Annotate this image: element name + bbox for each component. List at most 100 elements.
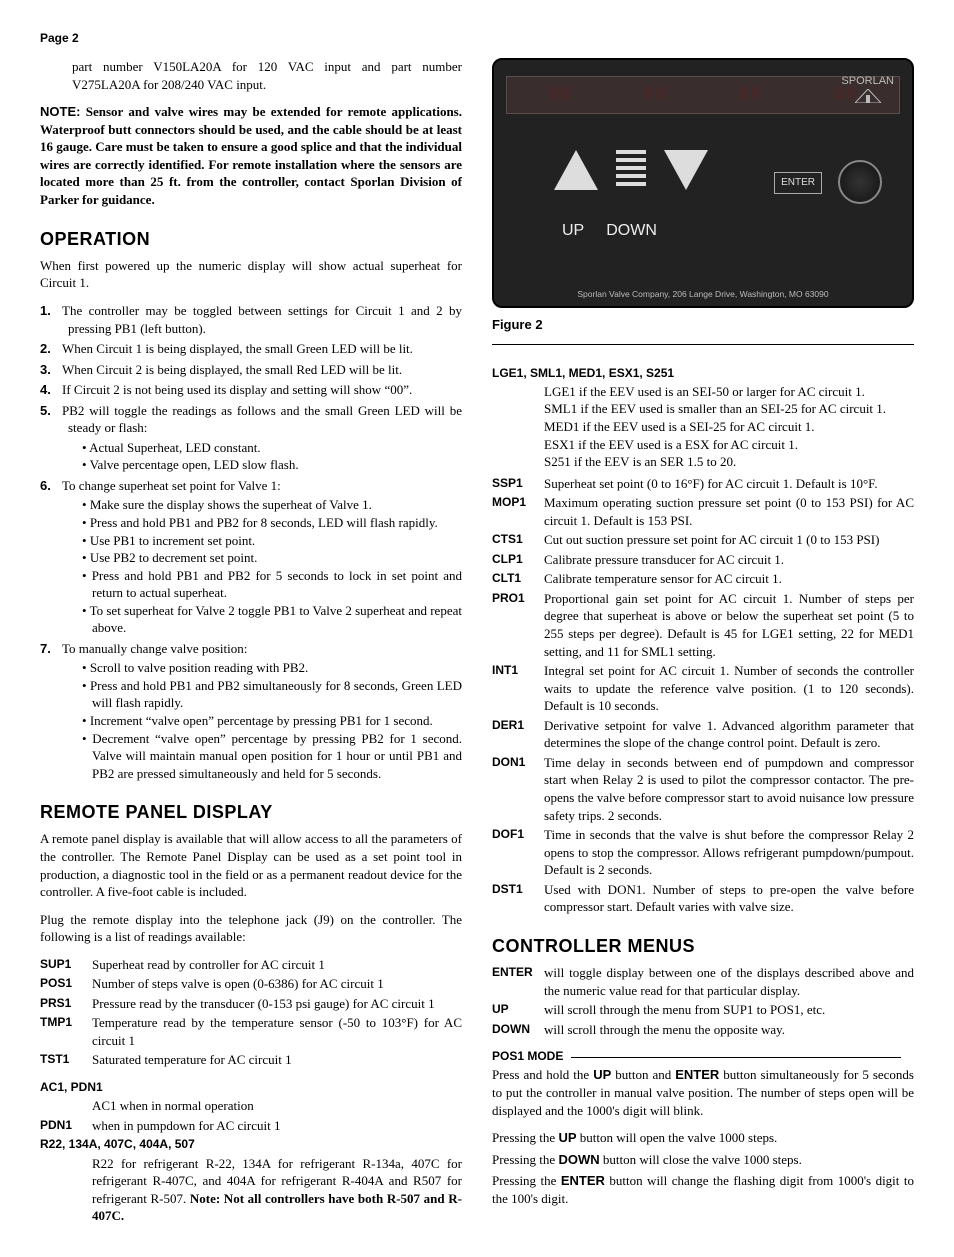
up-arrow-icon: [554, 150, 598, 190]
menu-key: DOWN: [492, 1021, 544, 1039]
operation-item: 1.The controller may be toggled between …: [40, 302, 462, 337]
note-body: Sensor and valve wires may be extended f…: [40, 104, 462, 207]
pdn1-val: when in pumpdown for AC circuit 1: [92, 1117, 462, 1135]
def-key: INT1: [492, 662, 544, 715]
r22-body: R22 for refrigerant R-22, 134A for refri…: [40, 1155, 462, 1225]
operation-item: 4.If Circuit 2 is not being used its dis…: [40, 381, 462, 399]
operation-item: 3.When Circuit 2 is being displayed, the…: [40, 361, 462, 379]
def-row: SUP1Superheat read by controller for AC …: [40, 956, 462, 974]
r22-header: R22, 134A, 407C, 404A, 507: [40, 1136, 462, 1152]
remote-definitions-1: SUP1Superheat read by controller for AC …: [40, 956, 462, 1069]
figure-up-label: UP: [562, 220, 584, 242]
def-val: Number of steps valve is open (0-6386) f…: [92, 975, 462, 993]
def-row: DST1Used with DON1. Number of steps to p…: [492, 881, 914, 916]
def-val: Superheat read by controller for AC circ…: [92, 956, 462, 974]
def-val: Calibrate temperature sensor for AC circ…: [544, 570, 914, 588]
figure-footer: Sporlan Valve Company, 206 Lange Drive, …: [494, 289, 912, 300]
intro-paragraph: part number V150LA20A for 120 VAC input …: [40, 58, 462, 93]
def-row: TST1Saturated temperature for AC circuit…: [40, 1051, 462, 1069]
def-row: DER1Derivative setpoint for valve 1. Adv…: [492, 717, 914, 752]
def-row: TMP1Temperature read by the temperature …: [40, 1014, 462, 1049]
def-val: Pressure read by the transducer (0-153 p…: [92, 995, 462, 1013]
def-key: DOF1: [492, 826, 544, 879]
def-val: Cut out suction pressure set point for A…: [544, 531, 914, 549]
operation-heading: OPERATION: [40, 227, 462, 251]
ac1-header: AC1, PDN1: [40, 1079, 462, 1095]
operation-subitem: Press and hold PB1 and PB2 simultaneousl…: [82, 677, 462, 712]
def-row: INT1Integral set point for AC circuit 1.…: [492, 662, 914, 715]
pos1-mode-header: POS1 MODE: [492, 1048, 914, 1064]
def-val: Temperature read by the temperature sens…: [92, 1014, 462, 1049]
menu-val: will scroll through the menu the opposit…: [544, 1021, 914, 1039]
operation-subitem: Use PB2 to decrement set point.: [82, 549, 462, 567]
figure-enter-label: ENTER: [774, 172, 822, 194]
menus-heading: CONTROLLER MENUS: [492, 934, 914, 958]
def-val: Time delay in seconds between end of pum…: [544, 754, 914, 824]
def-val: Used with DON1. Number of steps to pre-o…: [544, 881, 914, 916]
menu-key: UP: [492, 1001, 544, 1019]
operation-item: 5.PB2 will toggle the readings as follow…: [40, 402, 462, 474]
def-val: Calibrate pressure transducer for AC cir…: [544, 551, 914, 569]
operation-subitem: Make sure the display shows the superhea…: [82, 496, 462, 514]
group1-header: LGE1, SML1, MED1, ESX1, S251: [492, 365, 914, 381]
def-row: CLT1Calibrate temperature sensor for AC …: [492, 570, 914, 588]
def-val: Saturated temperature for AC circuit 1: [92, 1051, 462, 1069]
operation-subitem: Press and hold PB1 and PB2 for 8 seconds…: [82, 514, 462, 532]
figure-2-image: SPORLAN 88888888 ENTER UP DOWN Sporlan V…: [492, 58, 914, 308]
figure-controls: [554, 150, 708, 190]
operation-lead: When first powered up the numeric displa…: [40, 257, 462, 292]
group1-line: S251 if the EEV is an SER 1.5 to 20.: [492, 453, 914, 471]
operation-list: 1.The controller may be toggled between …: [40, 302, 462, 782]
def-key: TST1: [40, 1051, 92, 1069]
def-row: PRO1Proportional gain set point for AC c…: [492, 590, 914, 660]
left-column: part number V150LA20A for 120 VAC input …: [40, 58, 462, 1227]
group1-line: LGE1 if the EEV used is an SEI-50 or lar…: [492, 383, 914, 401]
group1-line: SML1 if the EEV used is smaller than an …: [492, 400, 914, 418]
def-row: SSP1Superheat set point (0 to 16°F) for …: [492, 475, 914, 493]
menu-bars-icon: [616, 150, 646, 186]
def-key: PRO1: [492, 590, 544, 660]
operation-item: 7.To manually change valve position:Scro…: [40, 640, 462, 782]
figure-caption: Figure 2: [492, 316, 914, 334]
def-val: Superheat set point (0 to 16°F) for AC c…: [544, 475, 914, 493]
figure-down-label: DOWN: [606, 220, 657, 242]
operation-subitem: Use PB1 to increment set point.: [82, 532, 462, 550]
def-key: SUP1: [40, 956, 92, 974]
ac1-line: AC1 when in normal operation: [40, 1097, 462, 1115]
operation-subitem: Decrement “valve open” percentage by pre…: [82, 730, 462, 783]
operation-item: 6.To change superheat set point for Valv…: [40, 477, 462, 637]
figure-knob: [838, 160, 882, 204]
operation-subitem: Actual Superheat, LED constant.: [82, 439, 462, 457]
remote-p1: A remote panel display is available that…: [40, 830, 462, 900]
figure-divider: [492, 344, 914, 345]
pos1-p1: Press and hold the UP button and ENTER b…: [492, 1066, 914, 1119]
def-row: CTS1Cut out suction pressure set point f…: [492, 531, 914, 549]
def-val: Time in seconds that the valve is shut b…: [544, 826, 914, 879]
menu-row: UPwill scroll through the menu from SUP1…: [492, 1001, 914, 1019]
group1-lines: LGE1 if the EEV used is an SEI-50 or lar…: [492, 383, 914, 471]
note-label: NOTE:: [40, 104, 80, 119]
def-val: Proportional gain set point for AC circu…: [544, 590, 914, 660]
menu-row: ENTERwill toggle display between one of …: [492, 964, 914, 999]
pos1-line-down: Pressing the DOWN button will close the …: [492, 1151, 914, 1169]
pos1-line-enter: Pressing the ENTER button will change th…: [492, 1172, 914, 1207]
operation-item: 2.When Circuit 1 is being displayed, the…: [40, 340, 462, 358]
right-column: SPORLAN 88888888 ENTER UP DOWN Sporlan V…: [492, 58, 914, 1227]
def-key: DER1: [492, 717, 544, 752]
operation-subitem: Increment “valve open” percentage by pre…: [82, 712, 462, 730]
def-row: MOP1Maximum operating suction pressure s…: [492, 494, 914, 529]
menu-key: ENTER: [492, 964, 544, 999]
remote-heading: REMOTE PANEL DISPLAY: [40, 800, 462, 824]
def-key: PRS1: [40, 995, 92, 1013]
def-key: SSP1: [492, 475, 544, 493]
remote-p2: Plug the remote display into the telepho…: [40, 911, 462, 946]
def-row: DOF1Time in seconds that the valve is sh…: [492, 826, 914, 879]
menu-val: will toggle display between one of the d…: [544, 964, 914, 999]
operation-subitem: Valve percentage open, LED slow flash.: [82, 456, 462, 474]
def-row: DON1Time delay in seconds between end of…: [492, 754, 914, 824]
def-row: CLP1Calibrate pressure transducer for AC…: [492, 551, 914, 569]
def-val: Maximum operating suction pressure set p…: [544, 494, 914, 529]
menu-row: DOWNwill scroll through the menu the opp…: [492, 1021, 914, 1039]
def-key: CTS1: [492, 531, 544, 549]
def-key: DST1: [492, 881, 544, 916]
